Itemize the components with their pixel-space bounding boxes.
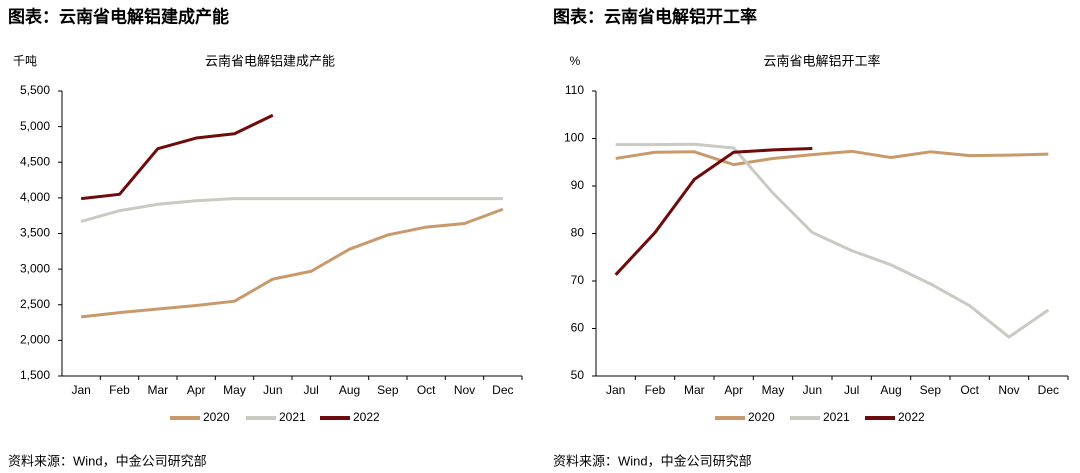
- x-tick-label: Oct: [417, 383, 436, 397]
- y-tick-label: 5,500: [20, 83, 50, 97]
- legend-label: 2021: [279, 410, 306, 424]
- x-tick-label: Jun: [263, 383, 282, 397]
- y-axis-label: %: [570, 54, 581, 68]
- line-series: [80, 197, 503, 223]
- x-tick-label: Mar: [684, 383, 705, 397]
- x-tick-label: Mar: [147, 383, 168, 397]
- chart-title: 云南省电解铝建成产能: [205, 53, 335, 68]
- legend-label: 2021: [823, 410, 850, 424]
- source: 资料来源：Wind，中金公司研究部: [553, 453, 752, 468]
- y-tick-label: 2,000: [20, 333, 50, 347]
- chart-title: 云南省电解铝开工率: [763, 53, 880, 68]
- y-tick-label: 60: [571, 321, 585, 335]
- x-tick-label: Sep: [920, 383, 942, 397]
- x-tick-label: Feb: [109, 383, 130, 397]
- x-tick-label: Apr: [187, 383, 206, 397]
- line-series: [81, 113, 274, 201]
- x-tick-label: Oct: [960, 383, 979, 397]
- legend-label: 2022: [898, 410, 925, 424]
- legend-label: 2022: [353, 410, 380, 424]
- heading: 图表：云南省电解铝开工率: [553, 6, 757, 26]
- y-tick-label: 3,500: [20, 226, 50, 240]
- x-tick-label: Dec: [1038, 383, 1059, 397]
- x-tick-label: Dec: [492, 383, 513, 397]
- x-tick-label: Aug: [880, 383, 901, 397]
- line-series: [81, 207, 504, 319]
- y-tick-label: 2,500: [20, 297, 50, 311]
- y-tick-label: 70: [571, 273, 585, 287]
- x-tick-label: Nov: [998, 383, 1019, 397]
- x-tick-label: Jul: [303, 383, 318, 397]
- y-axis-label: 千吨: [13, 54, 37, 68]
- x-tick-label: Feb: [645, 383, 666, 397]
- x-tick-label: May: [223, 383, 246, 397]
- source: 资料来源：Wind，中金公司研究部: [8, 453, 207, 468]
- y-tick-label: 80: [571, 226, 585, 240]
- x-tick-label: Jan: [606, 383, 625, 397]
- y-tick-label: 4,000: [20, 190, 50, 204]
- x-tick-label: May: [762, 383, 785, 397]
- x-tick-label: Apr: [724, 383, 743, 397]
- x-tick-label: Sep: [377, 383, 399, 397]
- legend-label: 2020: [748, 410, 775, 424]
- y-tick-label: 50: [571, 368, 585, 382]
- line-series: [615, 142, 1050, 339]
- x-tick-label: Jun: [803, 383, 822, 397]
- line-series: [615, 149, 1049, 167]
- y-tick-label: 110: [565, 83, 584, 97]
- y-tick-label: 90: [571, 178, 585, 192]
- y-tick-label: 3,000: [20, 261, 50, 275]
- legend-label: 2020: [203, 410, 230, 424]
- heading: 图表：云南省电解铝建成产能: [8, 6, 229, 26]
- x-tick-label: Jul: [844, 383, 859, 397]
- line-series: [614, 146, 813, 276]
- y-tick-label: 100: [564, 131, 584, 145]
- x-tick-label: Nov: [454, 383, 475, 397]
- y-tick-label: 5,000: [20, 119, 50, 133]
- x-tick-label: Aug: [339, 383, 360, 397]
- y-tick-label: 4,500: [20, 154, 50, 168]
- x-tick-label: Jan: [71, 383, 90, 397]
- y-tick-label: 1,500: [20, 368, 50, 382]
